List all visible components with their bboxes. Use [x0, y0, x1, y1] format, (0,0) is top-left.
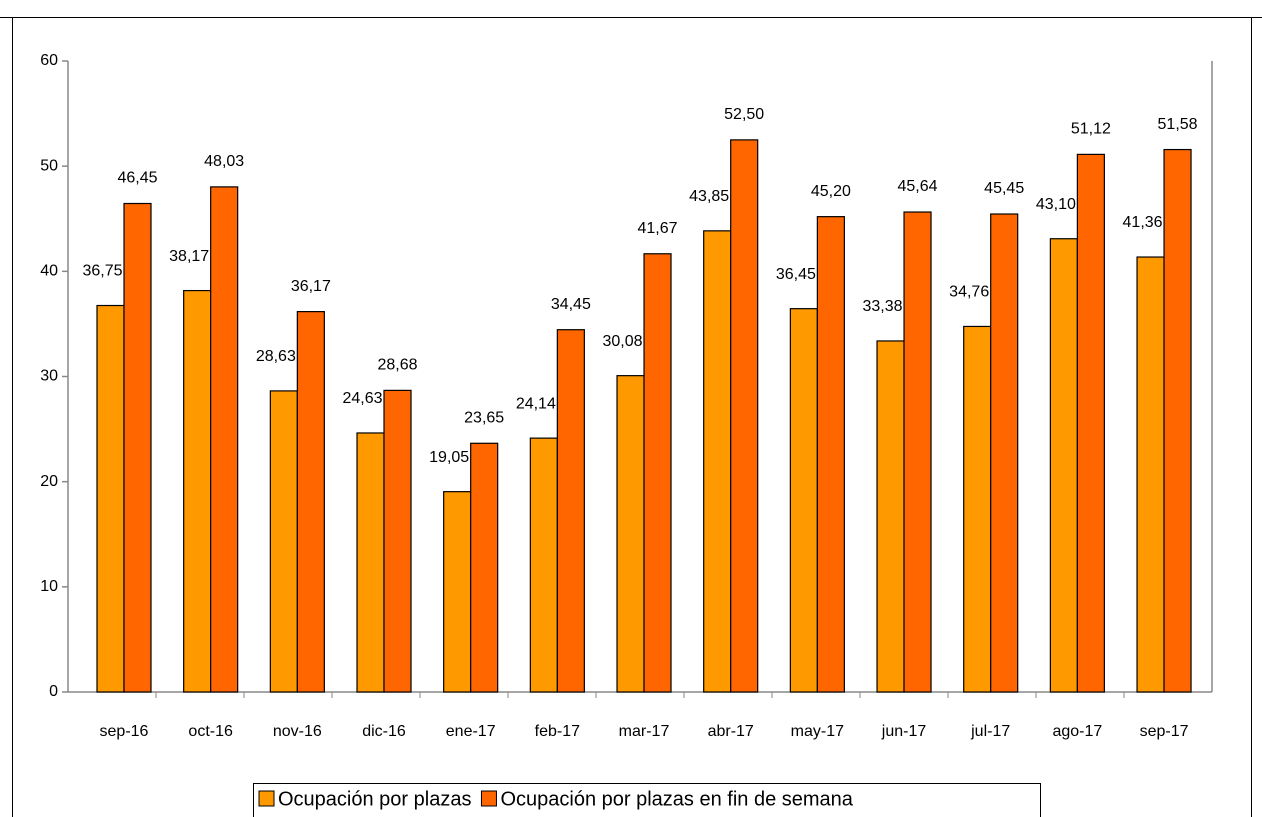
value-label: 38,17: [169, 248, 209, 265]
x-tick-label: mar-17: [619, 723, 670, 740]
value-label: 19,05: [429, 449, 469, 466]
x-tick-label: feb-17: [535, 723, 580, 740]
bar: [1163, 148, 1192, 693]
legend-swatch: [480, 790, 497, 807]
bar: [616, 375, 645, 693]
bar: [903, 211, 932, 693]
value-label: 36,75: [82, 263, 122, 280]
value-label: 23,65: [464, 409, 504, 426]
bar: [990, 213, 1019, 693]
value-label: 41,67: [637, 220, 677, 237]
x-tick-label: nov-16: [273, 723, 322, 740]
bar: [963, 325, 992, 693]
bar: [296, 311, 325, 693]
legend-box: [253, 783, 1041, 817]
x-tick-label: jul-17: [970, 723, 1010, 740]
value-label: 36,45: [776, 266, 816, 283]
x-tick-label: may-17: [791, 723, 844, 740]
bar: [183, 289, 212, 693]
value-label: 33,38: [863, 298, 903, 315]
y-tick-label: 50: [40, 157, 58, 174]
value-label: 51,12: [1071, 121, 1111, 138]
value-label: 28,68: [377, 357, 417, 374]
legend-label: Ocupación por plazas: [278, 788, 471, 810]
x-tick-label: sep-16: [100, 723, 149, 740]
value-label: 45,64: [898, 178, 938, 195]
legend-label: Ocupación por plazas en fin de semana: [500, 788, 853, 810]
x-tick-label: ene-17: [446, 723, 496, 740]
bar: [356, 432, 385, 693]
y-tick-label: 10: [40, 578, 58, 595]
value-label: 24,63: [342, 390, 382, 407]
y-tick-label: 40: [40, 263, 58, 280]
bar: [1136, 256, 1165, 693]
value-label: 36,17: [291, 278, 331, 295]
bar: [383, 389, 412, 693]
bar: [1049, 238, 1078, 693]
value-label: 28,63: [256, 348, 296, 365]
value-label: 45,45: [984, 180, 1024, 197]
x-tick-label: dic-16: [362, 723, 406, 740]
value-label: 46,45: [117, 170, 157, 187]
y-tick-label: 30: [40, 368, 58, 385]
value-label: 34,76: [949, 284, 989, 301]
bar: [443, 491, 472, 693]
x-tick-label: oct-16: [188, 723, 233, 740]
y-tick-label: 0: [49, 683, 58, 700]
bar: [210, 186, 239, 693]
legend-swatch: [258, 790, 275, 807]
value-label: 43,85: [689, 188, 729, 205]
x-tick-label: abr-17: [708, 723, 754, 740]
value-label: 41,36: [1123, 214, 1163, 231]
bar: [789, 308, 818, 693]
bar: [703, 230, 732, 693]
value-label: 45,20: [811, 183, 851, 200]
value-label: 34,45: [551, 296, 591, 313]
bar: [470, 442, 499, 693]
value-label: 52,50: [724, 106, 764, 123]
value-label: 51,58: [1158, 116, 1198, 133]
bar: [876, 340, 905, 693]
value-label: 43,10: [1036, 196, 1076, 213]
value-label: 48,03: [204, 153, 244, 170]
x-tick-label: jun-17: [881, 723, 927, 740]
value-label: 30,08: [602, 333, 642, 350]
y-tick-label: 20: [40, 473, 58, 490]
bar: [1076, 153, 1105, 693]
bar: [529, 437, 558, 693]
value-label: 24,14: [516, 395, 556, 412]
y-tick-label: 60: [40, 52, 58, 69]
bar: [269, 390, 298, 693]
bar: [556, 329, 585, 693]
bar: [96, 304, 125, 693]
bar: [123, 202, 152, 693]
x-tick-label: ago-17: [1052, 723, 1102, 740]
bar: [643, 253, 672, 693]
x-tick-label: sep-17: [1140, 723, 1189, 740]
bar: [730, 139, 759, 693]
bar: [816, 216, 845, 693]
